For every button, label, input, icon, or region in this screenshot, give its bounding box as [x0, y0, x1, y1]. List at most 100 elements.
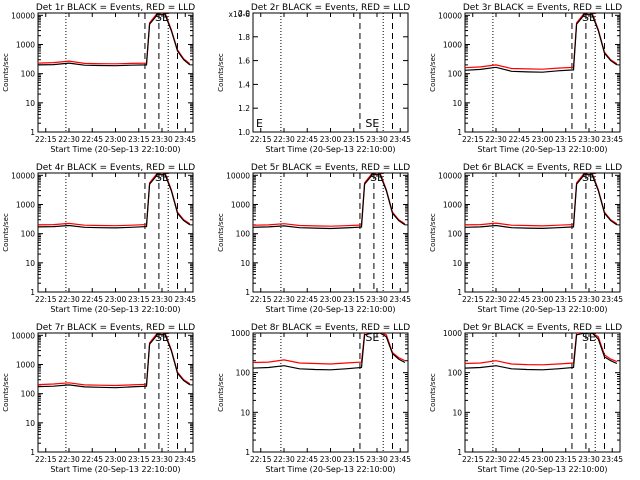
x-tick-label: 23:45: [601, 135, 623, 144]
y-axis-label: Counts/sec: [2, 53, 10, 92]
x-tick-label: 22:45: [508, 135, 530, 144]
y-tick-label: 10: [240, 259, 250, 268]
panel-4: Det 4r BLACK = Events, RED = LLD 22:15 22:…: [2, 163, 196, 314]
x-axis-label: Start Time (20-Sep-13 22:10:00): [50, 305, 180, 314]
panel-title: Det 8r BLACK = Events, RED = LLD: [251, 323, 410, 333]
y-tick-label: 10: [452, 99, 462, 108]
x-tick-label: 22:30: [485, 135, 507, 144]
series-line-events: [253, 333, 406, 371]
x-tick-label: 23:30: [366, 455, 388, 464]
x-tick-label: 23:15: [555, 295, 577, 304]
x-tick-label: 23:00: [532, 135, 554, 144]
series-line-events: [253, 174, 406, 230]
x-tick-label: 23:00: [532, 295, 554, 304]
y-tick-label: 10000: [11, 331, 35, 340]
x-tick-label: 23:45: [389, 135, 411, 144]
y-tick-label: 1000: [443, 329, 462, 338]
y-axis-label: Counts/sec: [429, 373, 437, 412]
panel-title: Det 1r BLACK = Events, RED = LLD: [36, 3, 195, 13]
y-tick-label: 1: [245, 288, 250, 297]
y-tick-label: 100: [236, 369, 251, 378]
x-tick-label: 22:30: [58, 295, 80, 304]
y-axis-label: Counts/sec: [2, 213, 10, 252]
x-tick-label: 23:00: [105, 295, 127, 304]
x-tick-label: 23:00: [105, 135, 127, 144]
x-tick-label: 23:30: [151, 295, 173, 304]
series-line-events: [465, 333, 618, 371]
y-tick-label: 1: [30, 128, 35, 137]
series-line-lld: [253, 333, 406, 365]
panel-title: Det 4r BLACK = Events, RED = LLD: [36, 163, 195, 173]
se-annotation: SE: [582, 11, 596, 24]
series-line-events: [38, 174, 191, 229]
panel-5: Det 5r BLACK = Events, RED = LLD 22:15 22:…: [217, 163, 411, 314]
y-tick-label: 100: [21, 230, 36, 239]
y-tick-label: 10000: [11, 11, 35, 20]
x-tick-label: 23:30: [578, 135, 600, 144]
x-tick-label: 22:15: [250, 135, 272, 144]
x-tick-label: 23:00: [320, 455, 342, 464]
corner-mark: E: [256, 117, 263, 130]
x-tick-label: 23:30: [578, 295, 600, 304]
y-tick-label: 1000: [231, 200, 250, 209]
x-tick-label: 23:00: [532, 455, 554, 464]
x-tick-label: 22:30: [273, 135, 295, 144]
y-tick-label: 10000: [226, 171, 250, 180]
y-axis-label: Counts/sec: [2, 373, 10, 412]
y-tick-label: 1.0: [238, 128, 250, 137]
series-line-events: [38, 334, 191, 389]
x-tick-label: 22:30: [485, 295, 507, 304]
x-tick-label: 22:45: [296, 295, 318, 304]
panel-title: Det 5r BLACK = Events, RED = LLD: [251, 163, 410, 173]
x-tick-label: 23:45: [601, 295, 623, 304]
x-tick-label: 23:15: [555, 135, 577, 144]
x-axis-label: Start Time (20-Sep-13 22:10:00): [50, 145, 180, 154]
y-tick-label: 10000: [438, 171, 462, 180]
y-tick-label: 1000: [231, 329, 250, 338]
x-tick-label: 22:30: [273, 455, 295, 464]
series-line-events: [38, 14, 191, 67]
y-tick-label: 100: [21, 70, 36, 79]
y-axis-label: Counts/sec: [429, 213, 437, 252]
panel-title: Det 3r BLACK = Events, RED = LLD: [463, 3, 622, 13]
y-axis-label: Counts/sec: [429, 53, 437, 92]
y-tick-label: 1000: [443, 200, 462, 209]
x-tick-label: 22:15: [462, 455, 484, 464]
y-tick-label: 10: [25, 259, 35, 268]
x-tick-label: 23:00: [105, 455, 127, 464]
x-tick-label: 23:15: [128, 295, 150, 304]
panel-title: Det 7r BLACK = Events, RED = LLD: [36, 323, 195, 333]
series-line-events: [465, 14, 618, 73]
y-tick-label: 10000: [438, 11, 462, 20]
plot-frame: [252, 12, 409, 133]
x-tick-label: 22:15: [35, 295, 57, 304]
y-axis-label: Counts/sec: [217, 53, 225, 92]
y-tick-label: 1: [457, 128, 462, 137]
y-tick-label: 1: [245, 448, 250, 457]
series-line-events: [465, 174, 618, 230]
x-tick-label: 22:15: [462, 295, 484, 304]
plot-frame: [464, 332, 621, 453]
se-annotation: SE: [155, 11, 169, 24]
x-axis-label: Start Time (20-Sep-13 22:10:00): [477, 465, 607, 474]
x-tick-label: 22:15: [250, 455, 272, 464]
x-axis-label: Start Time (20-Sep-13 22:10:00): [477, 145, 607, 154]
x-tick-label: 23:15: [128, 455, 150, 464]
se-annotation: SE: [582, 331, 596, 344]
x-axis-label: Start Time (20-Sep-13 22:10:00): [477, 305, 607, 314]
y-tick-label: 100: [448, 230, 463, 239]
x-tick-label: 22:30: [58, 135, 80, 144]
panel-title: Det 2r BLACK = Events, RED = LLD: [251, 3, 410, 13]
x-tick-label: 22:45: [296, 135, 318, 144]
x-tick-label: 22:15: [250, 295, 272, 304]
plot-frame: [464, 172, 621, 293]
plot-frame: [252, 332, 409, 453]
panel-title: Det 6r BLACK = Events, RED = LLD: [463, 163, 622, 173]
x-tick-label: 22:15: [462, 135, 484, 144]
x-tick-label: 23:30: [578, 455, 600, 464]
x-tick-label: 22:45: [81, 135, 103, 144]
y-tick-label: 1: [457, 288, 462, 297]
